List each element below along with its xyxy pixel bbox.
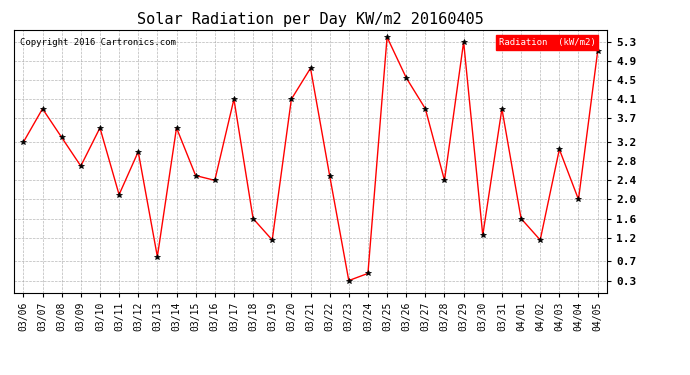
Text: Radiation  (kW/m2): Radiation (kW/m2) <box>499 38 595 47</box>
Text: Copyright 2016 Cartronics.com: Copyright 2016 Cartronics.com <box>20 38 176 47</box>
Title: Solar Radiation per Day KW/m2 20160405: Solar Radiation per Day KW/m2 20160405 <box>137 12 484 27</box>
